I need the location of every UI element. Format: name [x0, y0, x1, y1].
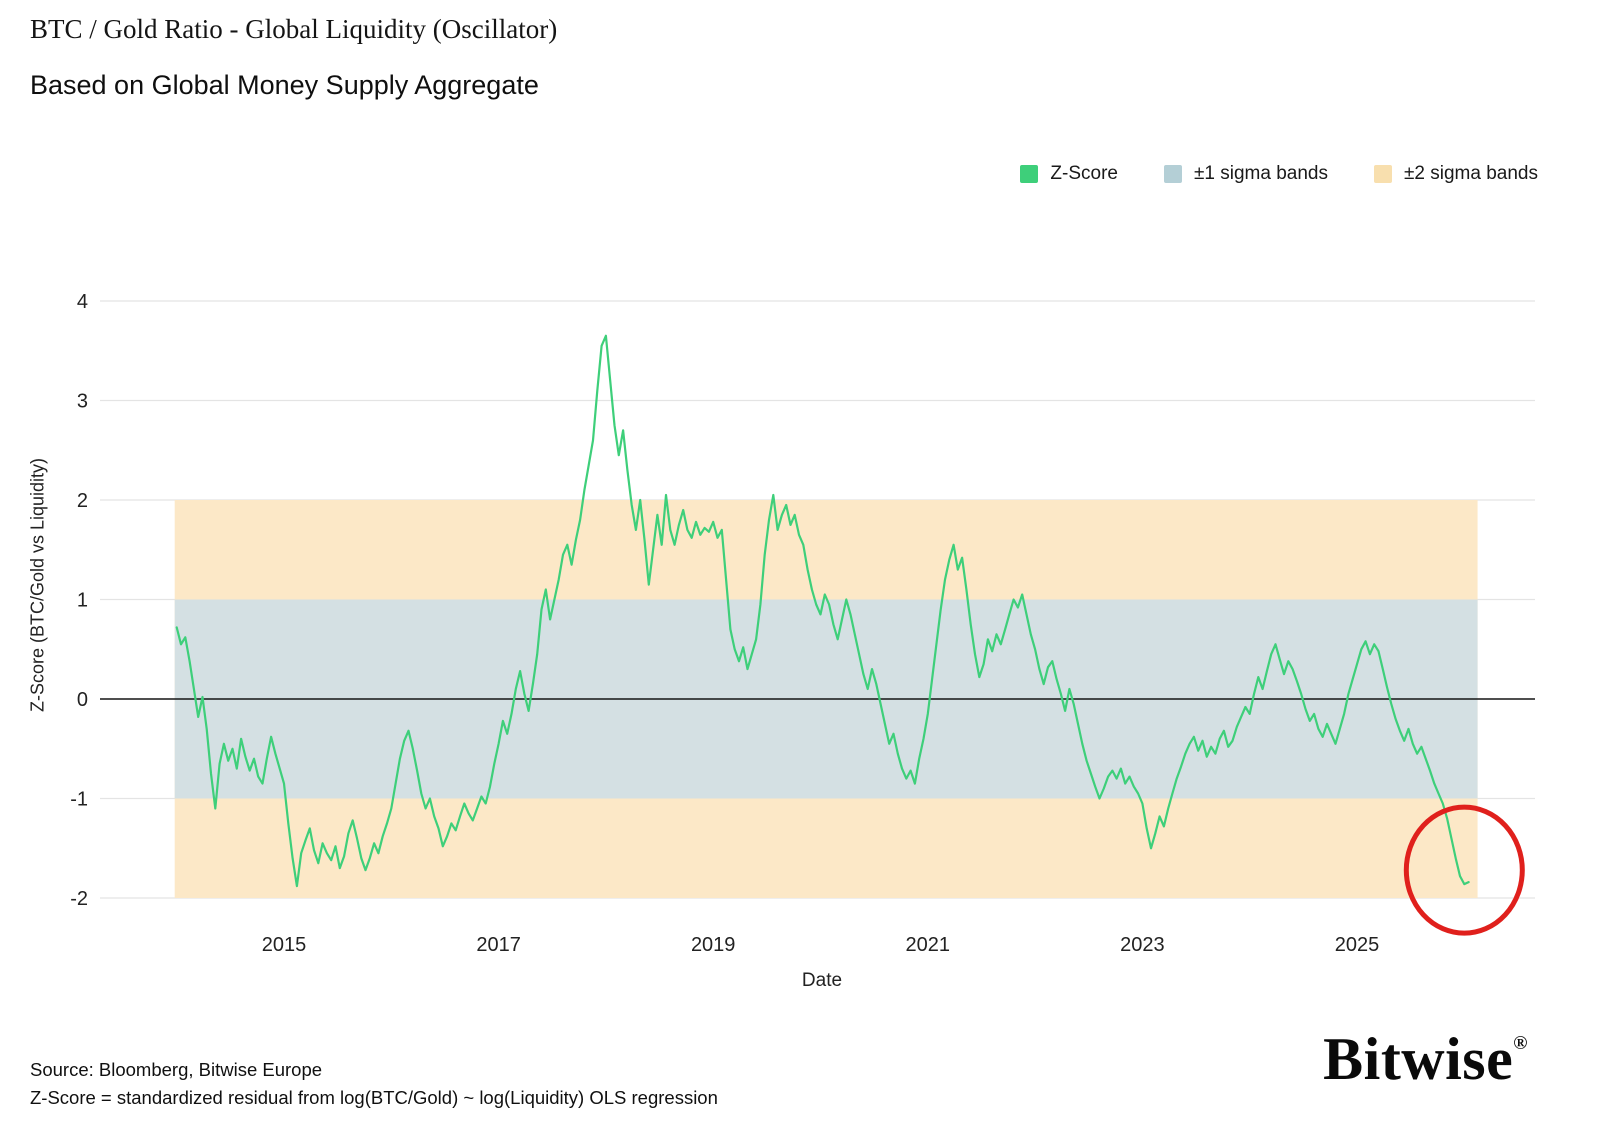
y-tick-label: -1: [70, 789, 88, 811]
sigma1-swatch-icon: [1163, 165, 1182, 183]
sigma2-swatch-icon: [1373, 165, 1392, 183]
methodology-note: Z-Score = standardized residual from log…: [30, 1087, 718, 1108]
legend-label: ±1 sigma bands: [1193, 163, 1328, 184]
x-tick-label: 2019: [691, 934, 736, 956]
bitwise-logo: Bitwise®: [1323, 1025, 1528, 1094]
zscore-swatch-icon: [1020, 165, 1039, 183]
legend-item-sigma2: ±2 sigma bands: [1373, 163, 1538, 185]
y-tick-label: 3: [77, 391, 88, 413]
x-tick-label: 2017: [476, 934, 521, 956]
highlight-circle: [1403, 804, 1525, 936]
y-tick-label: 2: [77, 490, 88, 512]
page-subtitle: Based on Global Money Supply Aggregate: [30, 70, 539, 100]
legend-label: ±2 sigma bands: [1403, 163, 1538, 184]
x-tick-label: 2015: [262, 934, 307, 956]
source-note: Source: Bloomberg, Bitwise Europe: [30, 1059, 323, 1080]
x-tick-label: 2021: [906, 934, 951, 956]
registered-mark: ®: [1513, 1033, 1528, 1054]
zscore-line: [175, 334, 1470, 888]
x-tick-label: 2025: [1335, 934, 1380, 956]
brand-name: Bitwise: [1323, 1026, 1514, 1092]
legend-item-sigma1: ±1 sigma bands: [1163, 163, 1328, 185]
page-title: BTC / Gold Ratio - Global Liquidity (Osc…: [30, 14, 558, 44]
y-tick-label: 4: [77, 291, 88, 313]
legend-label: Z-Score: [1050, 163, 1118, 184]
y-axis-title: Z-Score (BTC/Gold vs Liquidity): [27, 457, 48, 713]
chart-legend: Z-Score ±1 sigma bands ±2 sigma bands: [1020, 163, 1538, 185]
y-tick-label: 1: [77, 590, 88, 612]
legend-item-zscore: Z-Score: [1020, 163, 1118, 185]
chart-footer: Source: Bloomberg, Bitwise Europe Z-Scor…: [30, 1056, 718, 1112]
x-tick-label: 2023: [1120, 934, 1165, 956]
y-tick-label: -2: [70, 888, 88, 910]
x-axis-title: Date: [801, 970, 843, 991]
y-tick-label: 0: [77, 689, 88, 711]
